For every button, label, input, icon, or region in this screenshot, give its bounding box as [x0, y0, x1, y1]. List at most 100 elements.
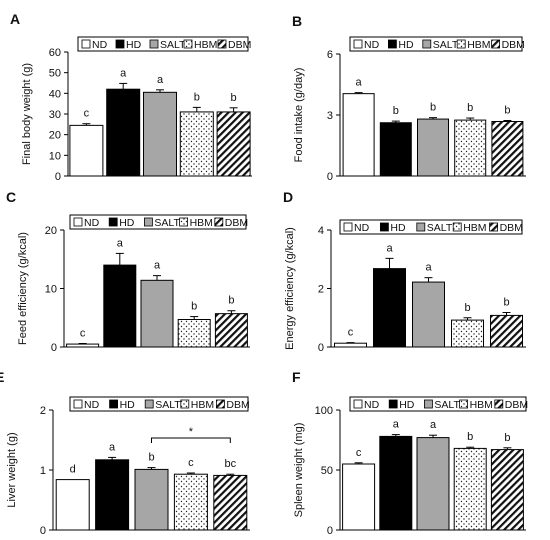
significance-letter: a: [154, 260, 161, 272]
y-tick-label: 3: [327, 110, 333, 122]
legend-swatch-hd: [379, 222, 389, 232]
legend-swatch-hbm: [452, 222, 462, 232]
y-tick-label: 0: [327, 525, 333, 537]
legend: ND HD SALT HBM DBM: [349, 36, 525, 52]
legend-swatch-salt: [423, 399, 433, 409]
legend-swatch-hd: [109, 399, 118, 409]
significance-letter: b: [194, 91, 200, 103]
bar-hbm: [173, 473, 208, 531]
legend-swatch-hbm: [459, 399, 469, 409]
legend-swatch-dbm: [217, 39, 227, 49]
bar-hbm: [177, 319, 211, 348]
bar-hbm: [453, 447, 487, 531]
bar-dbm: [216, 111, 251, 177]
legend-swatch-nd: [353, 399, 363, 409]
bar-salt: [140, 279, 174, 348]
legend-label-hbm: HBM: [467, 39, 490, 51]
y-tick-label: 0: [51, 342, 57, 354]
significance-letter: b: [504, 104, 510, 116]
bracket-label: *: [189, 426, 194, 438]
panel-d: D 0 2 4 Energy efficiency (g/kcal) c a a b b ND HD S…: [283, 189, 526, 354]
significance-letter: b: [503, 296, 509, 308]
significance-letter: c: [356, 447, 362, 459]
y-axis-label: Food intake (g/day): [293, 68, 305, 163]
legend-label-hd: HD: [399, 399, 415, 411]
legend-label-hd: HD: [119, 217, 135, 229]
bar-hd: [379, 122, 412, 177]
legend-label-dbm: DBM: [505, 399, 528, 411]
bar-salt: [416, 437, 450, 531]
legend: ND HD SALT HBM DBM: [339, 219, 523, 235]
legend-label-nd: ND: [92, 39, 108, 51]
legend-swatch-hbm: [180, 399, 190, 409]
bar-hbm: [179, 111, 214, 177]
bar-nd: [69, 124, 104, 177]
legend-swatch-salt: [416, 222, 426, 232]
y-tick-label: 50: [49, 68, 61, 80]
panel-a: A 0 10 20 30 40 50 60 Final body weight (g) c a a b b…: [10, 11, 252, 183]
y-tick-label: 10: [49, 150, 61, 162]
legend: ND HD SALT HBM DBM: [77, 36, 251, 52]
legend-label-dbm: DBM: [226, 399, 249, 411]
significance-letter: a: [430, 419, 437, 431]
bar-hd: [103, 264, 137, 348]
panel-b: B 0 3 6 Food intake (g/day) a b b b b ND HD SALT HBM D…: [292, 13, 526, 183]
significance-letter: c: [80, 327, 86, 339]
panel-label: F: [292, 369, 301, 385]
legend-swatch-nd: [353, 39, 363, 49]
y-axis-label: Liver weight (g): [6, 432, 18, 507]
legend-label-salt: SALT: [160, 39, 186, 51]
significance-letter: a: [386, 242, 393, 254]
bar-dbm: [214, 313, 248, 348]
significance-letter: a: [425, 262, 432, 274]
panel-label: E: [0, 369, 4, 385]
y-axis-label: Energy efficiency (g/kcal): [284, 227, 296, 350]
significance-letter: a: [109, 441, 116, 453]
y-tick-label: 0: [327, 171, 333, 183]
bar-hd: [373, 268, 406, 348]
bar-salt: [134, 468, 169, 531]
significance-letter: b: [504, 432, 510, 444]
panel-e: E012Liver weight (g)dabcbc*NDHDSALTHBMDB…: [0, 369, 250, 537]
significance-letter: b: [231, 92, 237, 104]
legend-label-dbm: DBM: [225, 217, 248, 229]
bar-dbm: [490, 449, 524, 531]
y-tick-label: 100: [315, 405, 333, 417]
y-tick-label: 20: [45, 225, 57, 237]
significance-bracket: [151, 437, 231, 443]
bar-hbm: [451, 319, 484, 348]
legend-swatch-dbm: [215, 399, 225, 409]
y-tick-label: 0: [55, 171, 61, 183]
significance-letter: a: [356, 77, 363, 89]
significance-letter: a: [393, 419, 400, 431]
legend-label-nd: ND: [84, 399, 100, 411]
legend-label-dbm: DBM: [502, 39, 525, 51]
legend-label-salt: SALT: [433, 39, 459, 51]
y-tick-label: 20: [49, 130, 61, 142]
legend-swatch-hbm: [179, 217, 189, 227]
y-axis-label: Final body weight (g): [21, 63, 33, 165]
significance-letter: b: [430, 102, 436, 114]
legend-swatch-hbm: [183, 39, 193, 49]
significance-letter: c: [188, 457, 194, 469]
bar-nd: [66, 343, 100, 348]
significance-letter: b: [148, 452, 154, 464]
legend-swatch-salt: [143, 217, 153, 227]
legend-swatch-hd: [387, 39, 397, 49]
legend-swatch-salt: [144, 399, 154, 409]
legend-label-hbm: HBM: [190, 217, 213, 229]
legend-label-hd: HD: [398, 39, 414, 51]
bar-dbm: [491, 121, 524, 177]
bar-hd: [379, 435, 413, 531]
y-tick-label: 40: [49, 88, 61, 100]
significance-letter: b: [464, 302, 470, 314]
panel-c: C 0 10 20 Feed efficiency (g/kcal) c a a b b ND HD S…: [6, 189, 250, 354]
y-tick-label: 0: [318, 342, 324, 354]
significance-letter: d: [70, 464, 76, 476]
y-tick-label: 6: [327, 49, 333, 61]
legend-label-nd: ND: [84, 217, 100, 229]
significance-letter: b: [191, 301, 197, 313]
panel-label: A: [10, 11, 20, 27]
significance-letter: b: [467, 431, 473, 443]
